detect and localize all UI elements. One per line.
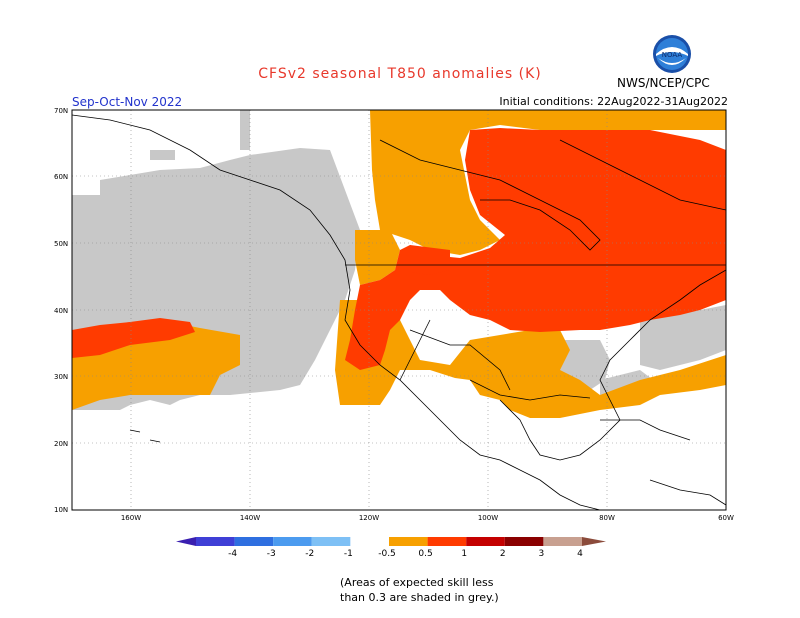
lat-label: 30N: [54, 373, 68, 381]
colorbar-segment: [196, 537, 235, 546]
colorbar-arrow-left: [176, 537, 196, 546]
lon-label: 160W: [121, 514, 141, 522]
lon-label: 80W: [599, 514, 615, 522]
map-title: CFSv2 seasonal T850 anomalies (K): [258, 66, 542, 82]
anomaly-orange-regions: [72, 110, 726, 418]
colorbar-label: -4: [228, 549, 237, 559]
colorbar-segment: [273, 537, 312, 546]
noaa-logo: NOAA: [653, 35, 691, 73]
lat-label: 20N: [54, 440, 68, 448]
season-label: Sep-Oct-Nov 2022: [72, 95, 183, 109]
lon-label: 140W: [240, 514, 260, 522]
colorbar-segment: [311, 537, 351, 546]
map-frame: [71, 109, 727, 511]
colorbar-segment: [504, 537, 544, 546]
colorbar-segment: [234, 537, 274, 546]
colorbar-label: 0.5: [418, 549, 432, 559]
agency-label: NWS/NCEP/CPC: [617, 76, 710, 90]
colorbar-segment: [389, 537, 428, 546]
latitude-labels: 70N 60N 50N 40N 30N 20N 10N: [54, 107, 68, 514]
colorbar-label: 3: [539, 549, 545, 559]
colorbar-label: -0.5: [378, 549, 396, 559]
initial-conditions-label: Initial conditions: 22Aug2022-31Aug2022: [499, 95, 728, 108]
longitude-labels: 160W 140W 120W 100W 80W 60W: [121, 514, 734, 522]
skill-note: (Areas of expected skill less than 0.3 a…: [340, 575, 540, 605]
coastlines: [71, 114, 727, 511]
colorbar-label: -3: [267, 549, 276, 559]
skill-note-line: (Areas of expected skill less: [340, 576, 494, 589]
lon-label: 60W: [718, 514, 734, 522]
colorbar-label: 1: [461, 549, 467, 559]
lat-label: 50N: [54, 240, 68, 248]
lon-label: 120W: [359, 514, 379, 522]
colorbar-segment: [427, 537, 467, 546]
skill-note-line: than 0.3 are shaded in grey.): [340, 591, 499, 604]
colorbar-arrow-right: [582, 537, 606, 546]
colorbar-label: 2: [500, 549, 506, 559]
lon-label: 100W: [478, 514, 498, 522]
lat-label: 10N: [54, 506, 68, 514]
logo-text: NOAA: [662, 51, 683, 59]
graticule: [72, 110, 726, 510]
anomaly-red-regions: [72, 128, 726, 370]
lat-label: 40N: [54, 307, 68, 315]
colorbar-label: -2: [305, 549, 314, 559]
lat-label: 70N: [54, 107, 68, 115]
colorbar: -4 -3 -2 -1 -0.5 0.5 1 2 3 4: [176, 537, 606, 559]
colorbar-segment: [350, 537, 389, 546]
colorbar-segment: [543, 537, 582, 546]
colorbar-label: -1: [344, 549, 353, 559]
colorbar-segment: [466, 537, 505, 546]
colorbar-label: 4: [577, 549, 583, 559]
lat-label: 60N: [54, 173, 68, 181]
